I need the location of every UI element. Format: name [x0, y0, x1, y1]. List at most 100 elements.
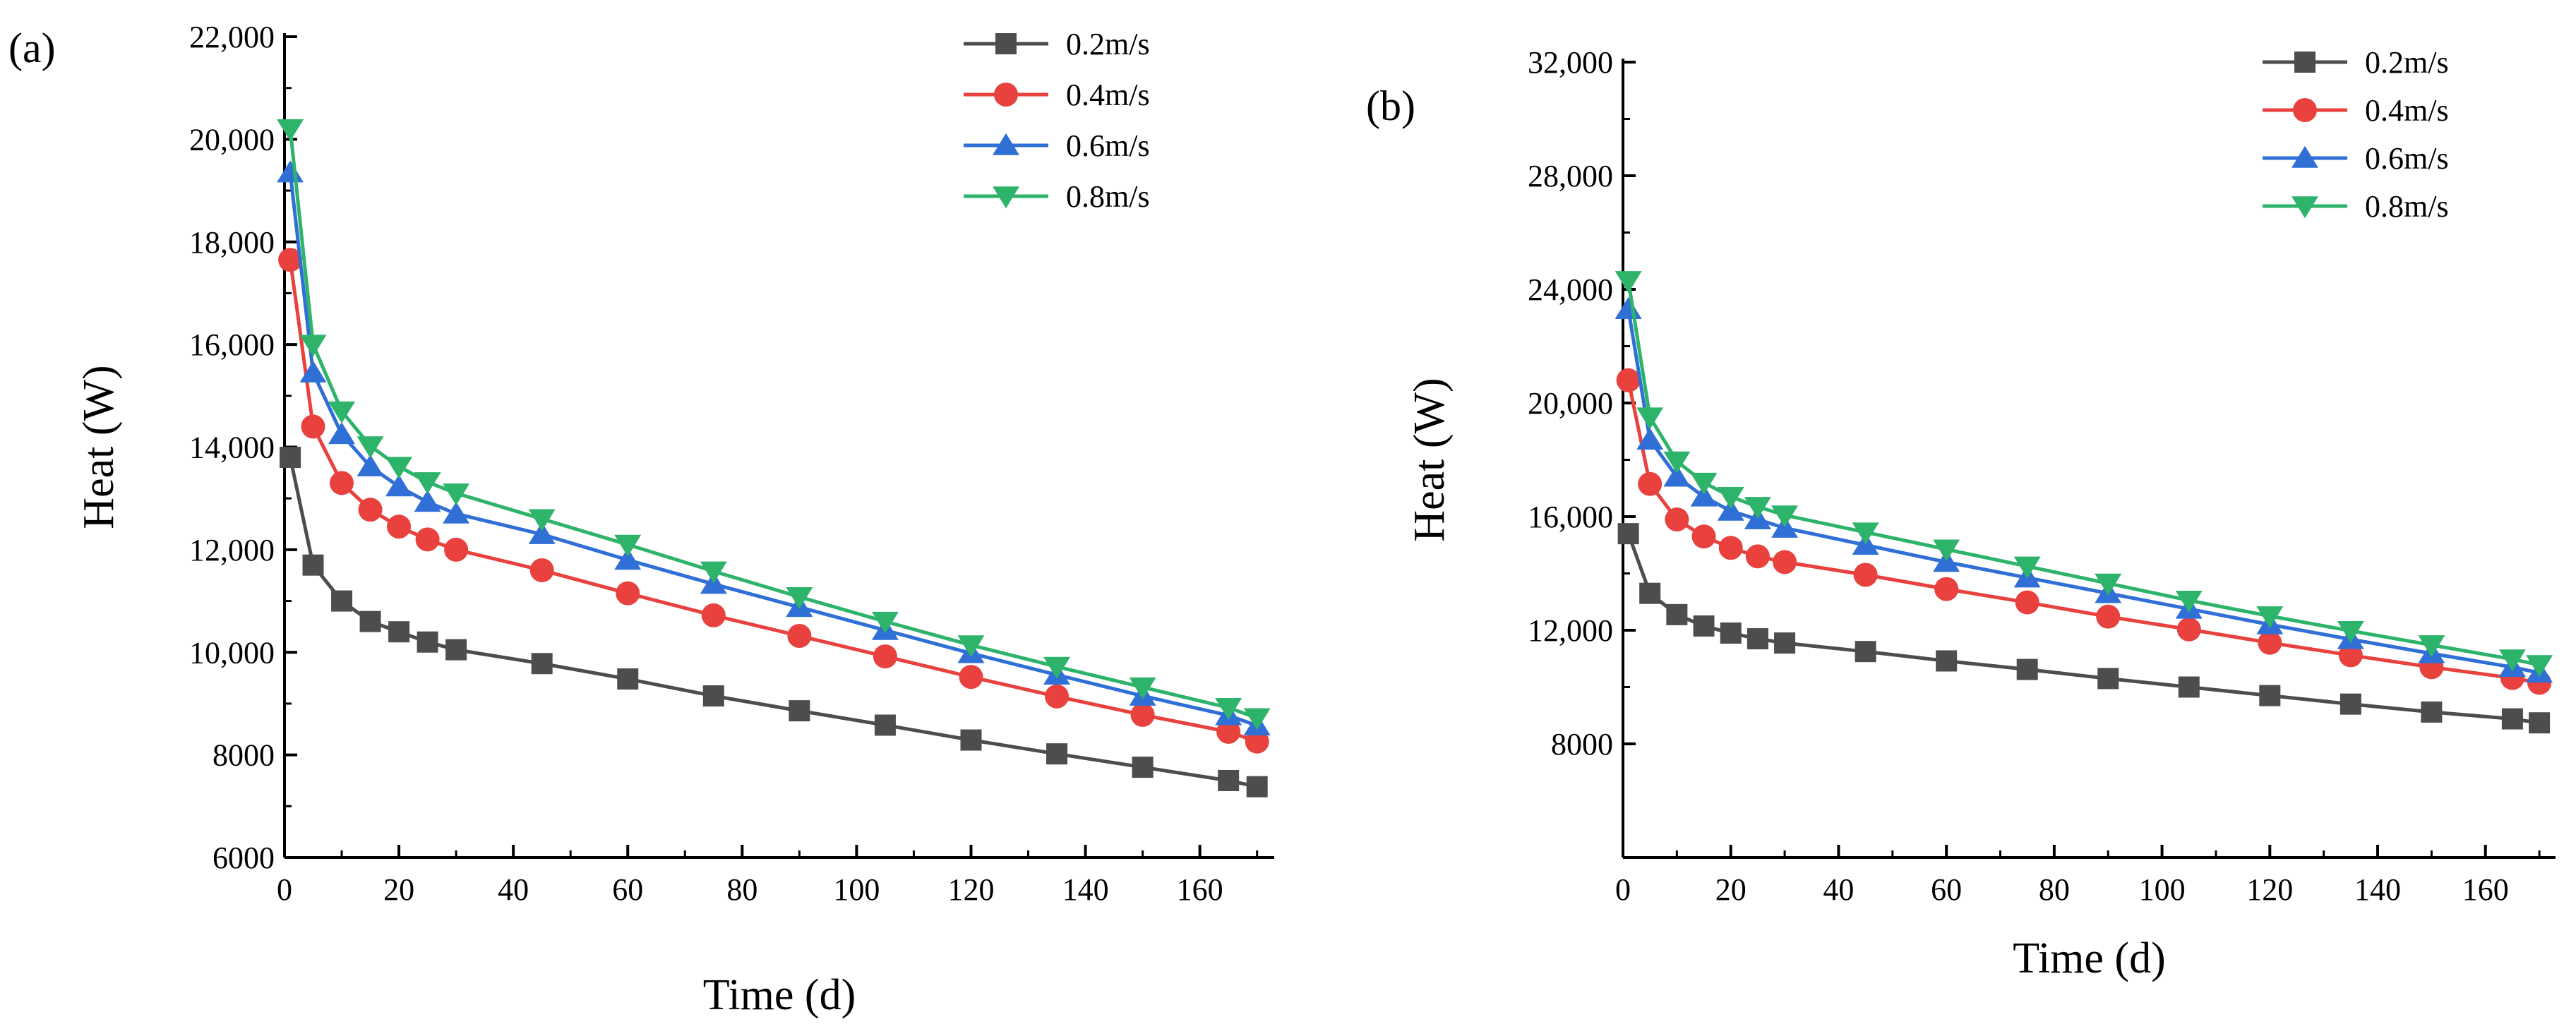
data-point	[1666, 603, 1688, 625]
data-point	[1936, 650, 1958, 672]
data-point	[2337, 621, 2364, 644]
data-point	[299, 360, 327, 383]
data-point	[1771, 505, 1799, 528]
data-point	[2421, 701, 2443, 723]
data-point	[1745, 544, 1770, 569]
series-line	[1627, 280, 2540, 667]
data-point	[1852, 522, 1879, 545]
data-point	[1693, 615, 1715, 637]
data-point	[443, 501, 470, 524]
data-point	[2501, 708, 2523, 730]
legend-marker	[995, 33, 1017, 54]
y-tick-label: 22,000	[189, 20, 275, 54]
data-point	[1774, 632, 1796, 654]
data-point	[871, 611, 899, 634]
data-point	[2175, 590, 2203, 613]
data-point	[2015, 590, 2039, 615]
x-tick-label: 80	[726, 872, 757, 907]
x-tick-label: 120	[2246, 872, 2293, 907]
x-tick-label: 80	[2039, 872, 2070, 907]
x-tick-label: 20	[1715, 872, 1747, 907]
data-point	[2529, 712, 2551, 734]
data-point	[2096, 604, 2121, 629]
data-point	[957, 635, 985, 658]
data-point	[1245, 729, 1269, 754]
data-point	[1615, 271, 1642, 294]
data-point	[357, 436, 384, 459]
data-point	[2259, 685, 2281, 706]
legend-marker	[2292, 145, 2318, 168]
data-point	[873, 644, 897, 669]
legend-marker	[994, 83, 1018, 107]
data-point	[301, 414, 325, 439]
data-point	[531, 653, 553, 675]
data-point	[1639, 582, 1661, 604]
y-tick-label: 20,000	[189, 122, 275, 157]
y-tick-label: 28,000	[1528, 159, 1613, 193]
data-point	[702, 685, 724, 707]
data-point	[278, 248, 303, 272]
data-point	[787, 623, 812, 648]
data-point	[1665, 507, 1689, 532]
data-point	[614, 534, 642, 557]
data-point	[385, 457, 413, 479]
y-tick-label: 16,000	[1528, 500, 1613, 534]
data-point	[786, 586, 813, 609]
data-point	[277, 160, 304, 183]
data-point	[1720, 622, 1742, 644]
legend-marker	[2292, 196, 2318, 219]
legend-label: 0.2m/s	[2365, 45, 2449, 80]
panel-b-chart: (b) 8000 12,000 16,000 20,000 24,000 28,000 32,…	[1366, 45, 2556, 982]
x-tick-label: 40	[498, 872, 529, 907]
data-point	[299, 335, 327, 357]
y-tick-label: 12,000	[1528, 613, 1613, 648]
legend-label: 0.8m/s	[2365, 189, 2449, 224]
data-point	[789, 700, 810, 722]
series-line	[288, 259, 1258, 744]
data-point	[528, 522, 556, 544]
y-tick-label: 14,000	[189, 431, 275, 465]
y-tick-label: 8000	[1551, 727, 1613, 762]
x-tick-label: 40	[1823, 872, 1854, 907]
x-axis-title: Time (d)	[703, 971, 856, 1019]
data-point	[617, 668, 639, 690]
data-point	[1636, 428, 1664, 450]
data-point	[528, 509, 556, 531]
y-tick-label: 18,000	[189, 225, 275, 260]
panel-label: (a)	[8, 25, 56, 71]
data-point	[1934, 577, 1959, 601]
data-point	[328, 422, 356, 445]
data-point	[280, 447, 301, 469]
data-point	[2338, 643, 2363, 668]
data-point	[277, 119, 304, 142]
y-tick-label: 32,000	[1528, 45, 1613, 80]
data-point	[2340, 693, 2361, 715]
x-tick-label: 160	[2462, 872, 2509, 907]
x-tick-label: 60	[612, 872, 643, 907]
panel-label: (b)	[1366, 83, 1415, 129]
panel-a-chart: (a) 6000 8000 10,000 12,000 14,000 16,000 18,00…	[8, 20, 1274, 1019]
data-point	[388, 621, 410, 643]
data-point	[1129, 677, 1156, 699]
data-point	[1615, 296, 1642, 319]
x-tick-label: 160	[1177, 872, 1223, 907]
legend-marker	[2294, 52, 2316, 73]
x-tick-label: 60	[1931, 872, 1962, 907]
y-tick-label: 8000	[212, 738, 275, 773]
data-point	[1216, 719, 1241, 744]
data-point	[1718, 536, 1743, 560]
data-point	[2418, 635, 2445, 658]
data-point	[445, 639, 467, 661]
data-point	[1744, 497, 1771, 519]
data-point	[1691, 524, 1716, 549]
data-point	[359, 610, 381, 632]
data-point	[302, 554, 324, 576]
data-point	[2258, 630, 2282, 655]
y-tick-label: 16,000	[189, 327, 275, 362]
y-axis-title: Heat (W)	[1406, 378, 1454, 541]
data-point	[2176, 617, 2201, 642]
data-point	[1218, 769, 1240, 791]
data-point	[1933, 539, 1960, 562]
legend-label: 0.2m/s	[1066, 27, 1150, 61]
data-point	[959, 665, 983, 690]
